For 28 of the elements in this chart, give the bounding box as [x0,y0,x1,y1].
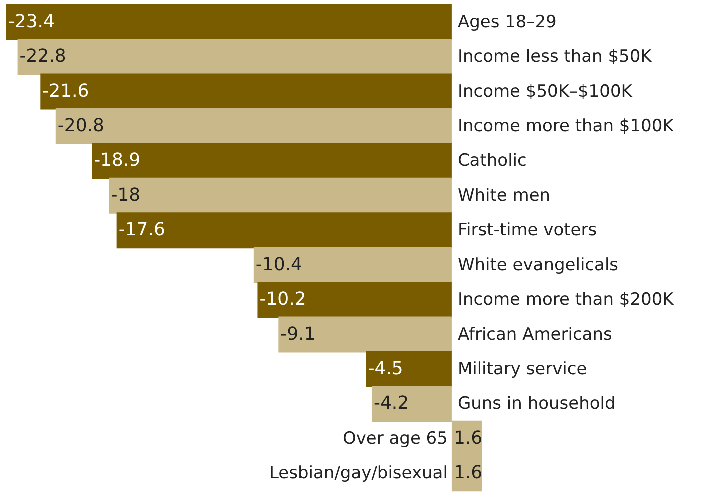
data-label: -10.4 [256,254,302,276]
data-label: -20.8 [58,116,104,136]
data-label: -23.4 [8,11,55,32]
y-tick-label: Income less than $50K [458,47,653,68]
data-label: -9.1 [280,324,316,345]
y-tick-label: Income more than $200K [458,290,675,310]
y-tick-label: First-time voters [458,220,598,241]
y-tick-label: White men [458,186,551,206]
data-label: -10.2 [260,289,306,310]
data-label: -18 [111,184,141,206]
y-tick-label: Military service [458,360,588,380]
data-label: -22.8 [20,46,66,68]
y-tick-label: African Americans [458,324,613,345]
y-tick-label: Income $50K–$100K [458,82,634,102]
data-label: -4.2 [374,393,410,414]
data-label: -18.9 [94,150,141,172]
data-label: -17.6 [118,220,166,241]
y-tick-label: Catholic [458,151,527,172]
data-label: 1.6 [454,462,483,484]
data-label: -21.6 [42,80,90,102]
y-tick-label: Income more than $100K [458,116,675,136]
y-tick-label: Lesbian/gay/bisexual [270,464,448,484]
y-tick-label: Guns in household [458,394,616,414]
y-tick-label: White evangelicals [458,255,619,276]
data-label: 1.6 [454,428,483,449]
y-tick-label: Ages 18–29 [458,12,557,32]
y-tick-label: Over age 65 [342,428,448,449]
data-label: -4.5 [368,358,404,380]
